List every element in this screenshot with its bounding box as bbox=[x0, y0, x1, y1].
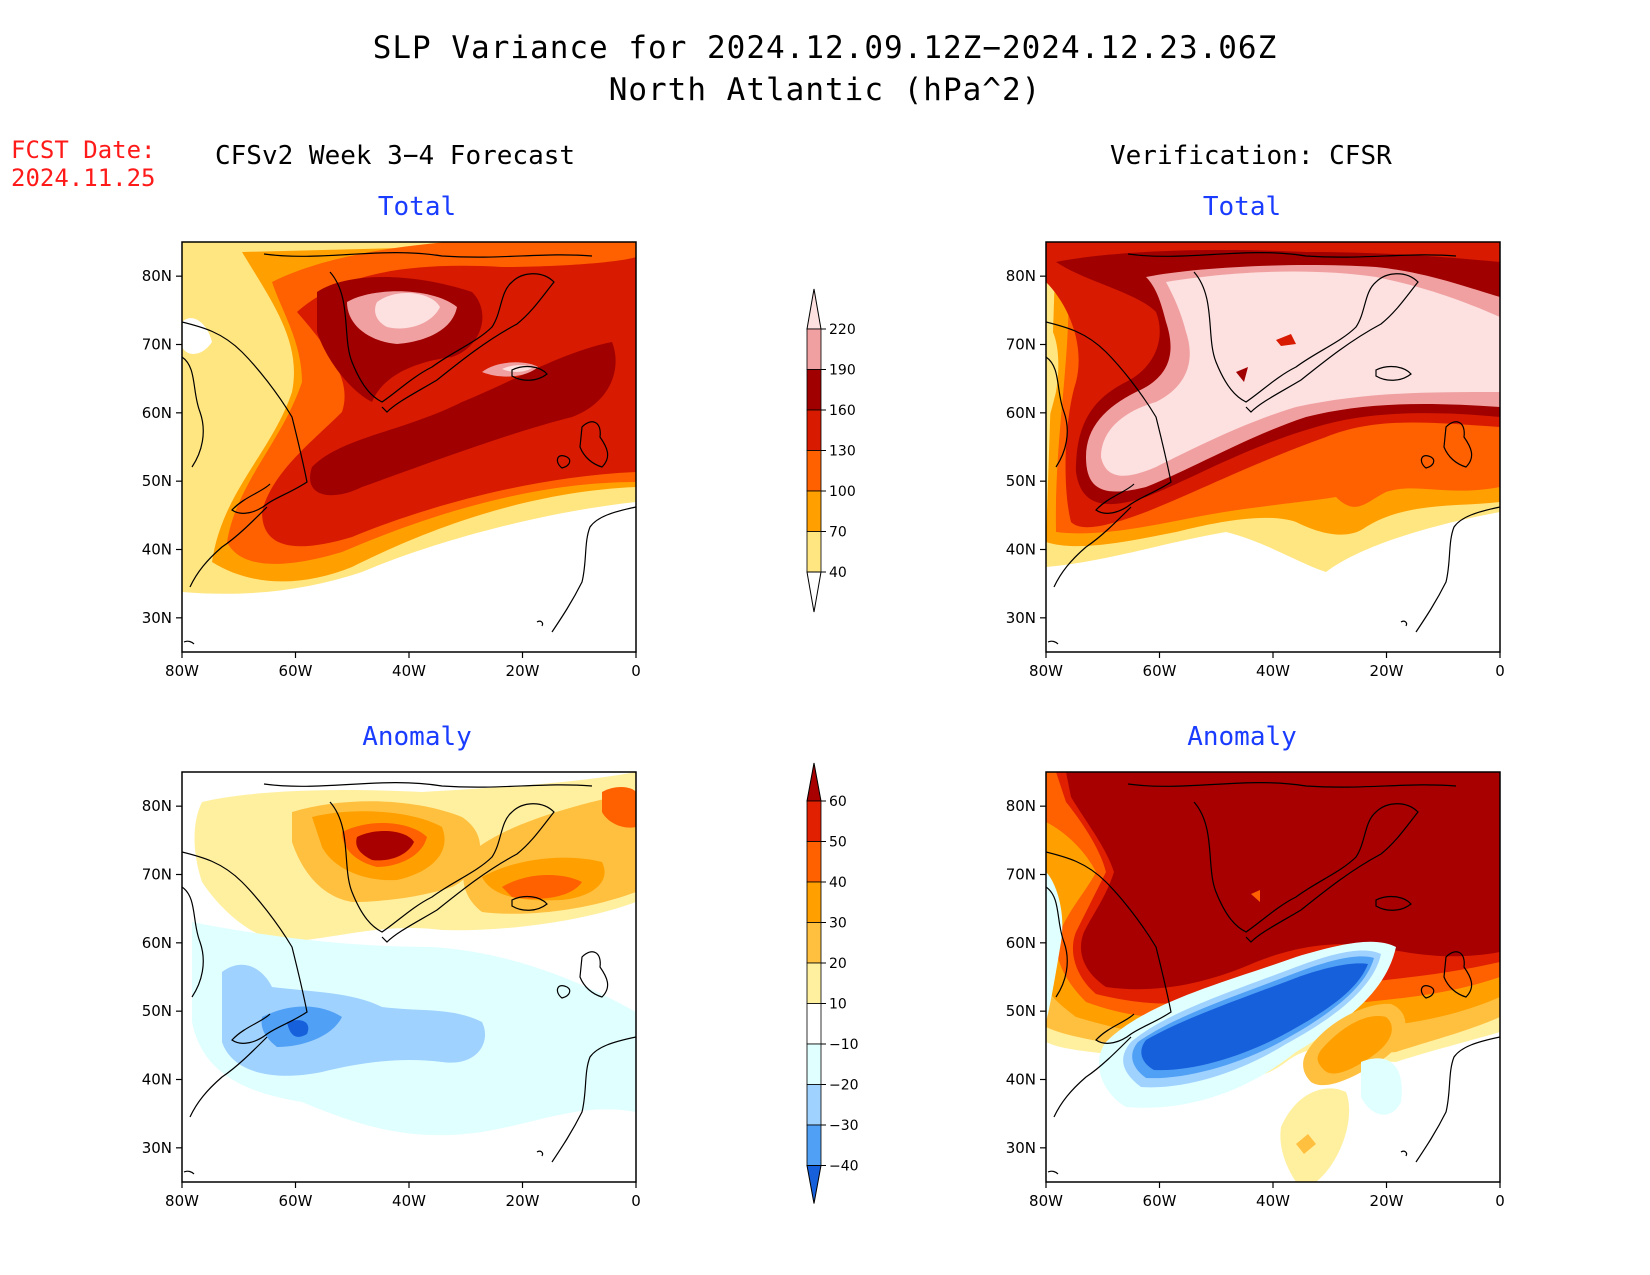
colorbar-anomaly-segment bbox=[806, 881, 822, 923]
colorbar-anomaly-segment bbox=[806, 1124, 822, 1166]
forecast-anomaly-map bbox=[182, 772, 636, 1182]
colorbar-anomaly-label: −30 bbox=[829, 1118, 859, 1134]
colorbar-total-label: 70 bbox=[829, 525, 847, 541]
verification-anomaly-lat-label: 30N bbox=[1006, 1139, 1036, 1157]
forecast-anomaly-lon-label: 40W bbox=[392, 1192, 426, 1210]
verification-anomaly-lon-label: 20W bbox=[1370, 1192, 1404, 1210]
colorbar-anomaly-segment bbox=[806, 841, 822, 883]
axis-ticks: 80W 60W 40W 20W 0 80N 70N 60N 50N 40N 30N 80W 60W 40W… bbox=[142, 267, 1505, 1210]
verification-total-lon-label: 60W bbox=[1143, 662, 1177, 680]
main-title: SLP Variance for 2024.12.09.12Z−2024.12.… bbox=[372, 30, 1278, 66]
forecast-total-lon-label: 40W bbox=[392, 662, 426, 680]
colorbar-anomaly-segment bbox=[806, 1003, 822, 1045]
colorbar-total-label: 190 bbox=[829, 363, 856, 379]
verification-anomaly-lon-label: 0 bbox=[1495, 1192, 1505, 1210]
verification-total-lat-label: 80N bbox=[1006, 267, 1036, 285]
verification-total-lat-label: 40N bbox=[1006, 541, 1036, 559]
verification-column-title: Verification: CFSR bbox=[1110, 141, 1392, 171]
verification-anomaly-lon-label: 80W bbox=[1029, 1192, 1063, 1210]
colorbar-anomaly-segment bbox=[806, 962, 822, 1004]
colorbar-anomaly-label: 30 bbox=[829, 916, 847, 932]
verification-total-lat-label: 50N bbox=[1006, 472, 1036, 490]
forecast-anomaly-lat-label: 50N bbox=[142, 1002, 172, 1020]
forecast-total-lon-label: 60W bbox=[279, 662, 313, 680]
colorbar-anomaly-label: 20 bbox=[829, 956, 847, 972]
verification-total-map bbox=[1046, 242, 1500, 652]
colorbar-anomaly-segment bbox=[806, 922, 822, 964]
colorbar-total-upper-arrow bbox=[806, 288, 822, 330]
colorbar-total-lower-arrow bbox=[806, 571, 822, 613]
forecast-anomaly-lat-label: 30N bbox=[142, 1139, 172, 1157]
verification-total-title: Total bbox=[1202, 192, 1282, 222]
forecast-total-lat-label: 40N bbox=[142, 541, 172, 559]
colorbar-total-label: 220 bbox=[829, 322, 856, 338]
verification-total-lon-label: 0 bbox=[1495, 662, 1505, 680]
forecast-column-title: CFSv2 Week 3−4 Forecast bbox=[215, 141, 576, 171]
forecast-total-lon-label: 0 bbox=[631, 662, 641, 680]
forecast-total-lon-label: 80W bbox=[165, 662, 199, 680]
colorbar-total-label: 160 bbox=[829, 403, 856, 419]
forecast-anomaly-lon-label: 80W bbox=[165, 1192, 199, 1210]
colorbar-total: 220 190 160 130 100 70 40 bbox=[806, 288, 856, 613]
verification-total-lon-label: 40W bbox=[1256, 662, 1290, 680]
verification-total-lat-label: 70N bbox=[1006, 336, 1036, 354]
colorbar-anomaly-segment bbox=[806, 1084, 822, 1126]
forecast-total-lat-label: 80N bbox=[142, 267, 172, 285]
forecast-anomaly-lon-label: 60W bbox=[279, 1192, 313, 1210]
colorbar-anomaly-label: 10 bbox=[829, 997, 847, 1013]
verification-anomaly-lat-label: 60N bbox=[1006, 934, 1036, 952]
colorbar-total-segment bbox=[806, 490, 822, 532]
verification-anomaly-lat-label: 70N bbox=[1006, 866, 1036, 884]
verification-anomaly-lon-label: 60W bbox=[1143, 1192, 1177, 1210]
verification-anomaly-lon-label: 40W bbox=[1256, 1192, 1290, 1210]
forecast-anomaly-lon-label: 0 bbox=[631, 1192, 641, 1210]
colorbar-anomaly-upper-arrow bbox=[806, 762, 822, 802]
colorbar-anomaly-label: 40 bbox=[829, 875, 847, 891]
colorbar-anomaly: 60 50 40 30 20 10 −10 −20 −30 −40 bbox=[806, 762, 859, 1204]
forecast-total-lat-label: 70N bbox=[142, 336, 172, 354]
colorbar-anomaly-label: −10 bbox=[829, 1037, 859, 1053]
verification-anomaly-lat-label: 40N bbox=[1006, 1071, 1036, 1089]
forecast-anomaly-lon-label: 20W bbox=[506, 1192, 540, 1210]
forecast-total-map bbox=[182, 242, 636, 652]
forecast-total-lat-label: 60N bbox=[142, 404, 172, 422]
forecast-anomaly-lat-label: 80N bbox=[142, 797, 172, 815]
colorbar-anomaly-label: −40 bbox=[829, 1159, 859, 1175]
colorbar-total-segment bbox=[806, 531, 822, 573]
forecast-total-lat-label: 50N bbox=[142, 472, 172, 490]
fcst-date-value: 2024.11.25 bbox=[11, 164, 156, 192]
forecast-anomaly-lat-label: 40N bbox=[142, 1071, 172, 1089]
colorbar-anomaly-segment bbox=[806, 800, 822, 842]
colorbar-anomaly-lower-arrow bbox=[806, 1165, 822, 1204]
forecast-total-lon-label: 20W bbox=[506, 662, 540, 680]
forecast-total-title: Total bbox=[377, 192, 457, 222]
fcst-date-label: FCST Date: bbox=[11, 136, 156, 164]
colorbar-anomaly-segment bbox=[806, 1043, 822, 1085]
forecast-total-lat-label: 30N bbox=[142, 609, 172, 627]
forecast-anomaly-lat-label: 70N bbox=[142, 866, 172, 884]
main-subtitle: North Atlantic (hPa^2) bbox=[608, 72, 1042, 108]
colorbar-total-segment bbox=[806, 450, 822, 492]
colorbar-anomaly-label: −20 bbox=[829, 1078, 859, 1094]
colorbar-total-segment bbox=[806, 409, 822, 451]
verification-total-lon-label: 20W bbox=[1370, 662, 1404, 680]
verification-anomaly-lat-label: 80N bbox=[1006, 797, 1036, 815]
colorbar-total-segment bbox=[806, 369, 822, 411]
verification-anomaly-map bbox=[1046, 772, 1500, 1182]
verification-total-lat-label: 30N bbox=[1006, 609, 1036, 627]
colorbar-total-label: 40 bbox=[829, 565, 847, 581]
colorbar-anomaly-label: 60 bbox=[829, 794, 847, 810]
verification-anomaly-lat-label: 50N bbox=[1006, 1002, 1036, 1020]
verification-total-lat-label: 60N bbox=[1006, 404, 1036, 422]
forecast-anomaly-lat-label: 60N bbox=[142, 934, 172, 952]
colorbar-total-label: 100 bbox=[829, 484, 856, 500]
colorbar-total-label: 130 bbox=[829, 444, 856, 460]
colorbar-anomaly-label: 50 bbox=[829, 835, 847, 851]
verification-anomaly-title: Anomaly bbox=[1187, 722, 1297, 752]
forecast-anomaly-title: Anomaly bbox=[362, 722, 472, 752]
verification-total-lon-label: 80W bbox=[1029, 662, 1063, 680]
colorbar-total-segment bbox=[806, 328, 822, 370]
